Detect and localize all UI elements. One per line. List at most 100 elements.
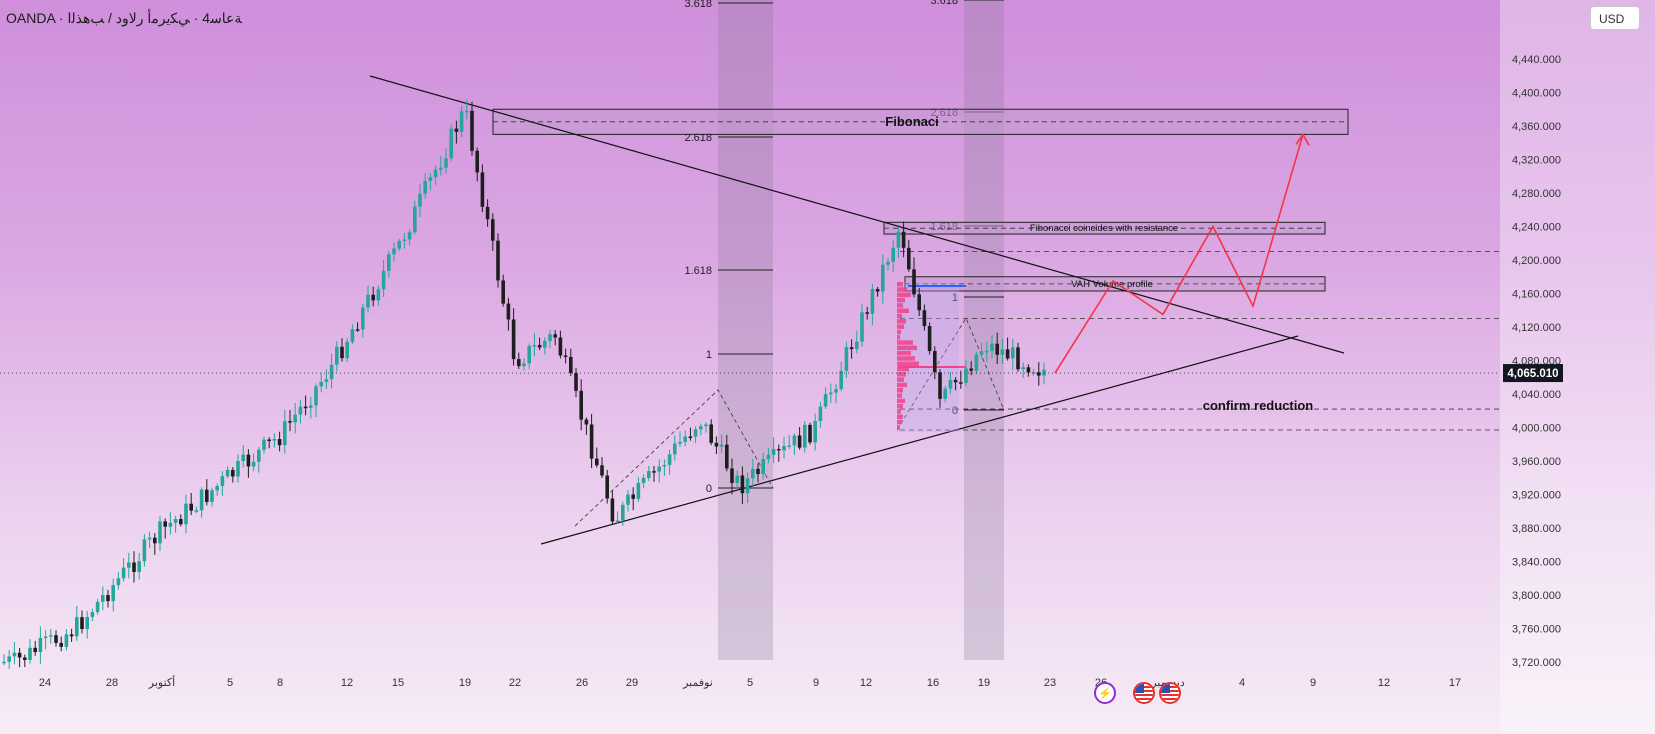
candle: [766, 454, 771, 460]
fib-level-label: 1: [952, 292, 958, 304]
volume-bar: [897, 393, 902, 398]
volume-bar: [897, 414, 903, 419]
candle: [569, 356, 573, 373]
candle: [855, 341, 859, 350]
candle: [579, 390, 583, 420]
candle: [621, 504, 625, 521]
y-tick-label: 4,440.000: [1512, 54, 1561, 66]
candle: [725, 444, 729, 469]
candle: [418, 193, 422, 207]
y-tick-label: 3,840.000: [1512, 557, 1561, 569]
volume-bar: [897, 287, 907, 292]
candle: [153, 537, 157, 544]
candle: [189, 503, 193, 511]
candle: [595, 458, 599, 466]
candle: [137, 561, 141, 572]
volume-bar: [897, 361, 919, 366]
candle: [433, 169, 438, 178]
us-flag-icon[interactable]: [1133, 682, 1155, 704]
candle: [459, 111, 464, 132]
x-tick-label: 16: [927, 677, 939, 689]
y-tick-label: 4,040.000: [1512, 389, 1561, 401]
candle: [340, 346, 344, 359]
candle: [527, 345, 531, 364]
candle: [662, 465, 667, 467]
candle: [631, 494, 635, 499]
candle: [610, 498, 615, 522]
candle: [641, 477, 646, 483]
x-tick-label: 8: [277, 677, 283, 689]
candle: [532, 344, 537, 347]
candle: [751, 468, 755, 479]
candle: [558, 337, 563, 356]
x-tick-label: 19: [459, 677, 471, 689]
candle: [615, 520, 620, 523]
y-tick-label: 4,000.000: [1512, 423, 1561, 435]
candle: [875, 288, 880, 292]
candle: [215, 486, 219, 491]
candle: [917, 294, 921, 311]
candle: [184, 503, 188, 525]
us-flag-icon[interactable]: [1159, 682, 1181, 704]
candle: [69, 634, 74, 637]
candle: [683, 436, 687, 442]
candle: [106, 595, 110, 602]
volume-bar: [897, 366, 909, 372]
candle: [844, 347, 849, 371]
candle: [314, 386, 318, 406]
y-tick-label: 3,920.000: [1512, 490, 1561, 502]
candle: [142, 539, 147, 562]
candle: [907, 247, 911, 270]
volume-bar: [897, 324, 904, 329]
pattern-outline: [574, 389, 774, 527]
candle: [491, 219, 495, 241]
candle: [537, 344, 542, 348]
x-tick-label: 12: [1378, 677, 1390, 689]
candle: [241, 454, 245, 461]
fib-level-label: 0: [952, 405, 958, 417]
candle: [439, 167, 443, 170]
candle: [522, 363, 526, 367]
resistance-trendline: [369, 75, 1345, 354]
candle: [860, 312, 864, 342]
candle: [652, 471, 656, 473]
volume-bar: [897, 329, 901, 335]
candle: [80, 617, 84, 630]
currency-selector-button[interactable]: USD: [1590, 6, 1640, 30]
candle: [797, 435, 802, 448]
candle: [444, 158, 448, 168]
candle: [470, 110, 474, 151]
candle: [485, 206, 490, 220]
lightning-icon[interactable]: ⚡: [1094, 682, 1116, 704]
y-tick-label: 4,400.000: [1512, 88, 1561, 100]
x-tick-label: 19: [978, 677, 990, 689]
candle: [771, 448, 776, 455]
zone-label: Fibonaci: [885, 114, 938, 129]
candle: [366, 294, 370, 308]
fib-level-label: 1.618: [684, 265, 712, 277]
volume-bar: [897, 377, 904, 382]
candle: [813, 421, 817, 443]
candle: [402, 239, 407, 241]
candle: [303, 406, 308, 409]
candle: [823, 394, 828, 407]
candle: [480, 172, 485, 207]
candle: [787, 445, 791, 447]
fib-band: [718, 0, 773, 660]
volume-bar: [897, 297, 905, 303]
volume-bar: [897, 388, 903, 393]
x-tick-label: 17: [1449, 677, 1461, 689]
x-tick-label: 22: [509, 677, 521, 689]
candle: [199, 489, 204, 511]
candle: [23, 657, 27, 660]
candle: [704, 424, 708, 427]
zone-label: Fibonacci coincides with resistance: [1030, 223, 1178, 234]
candle: [1021, 367, 1025, 370]
candle: [709, 424, 713, 443]
candle: [964, 368, 968, 383]
candle: [959, 382, 963, 384]
candle: [329, 364, 334, 380]
candle: [454, 128, 459, 132]
